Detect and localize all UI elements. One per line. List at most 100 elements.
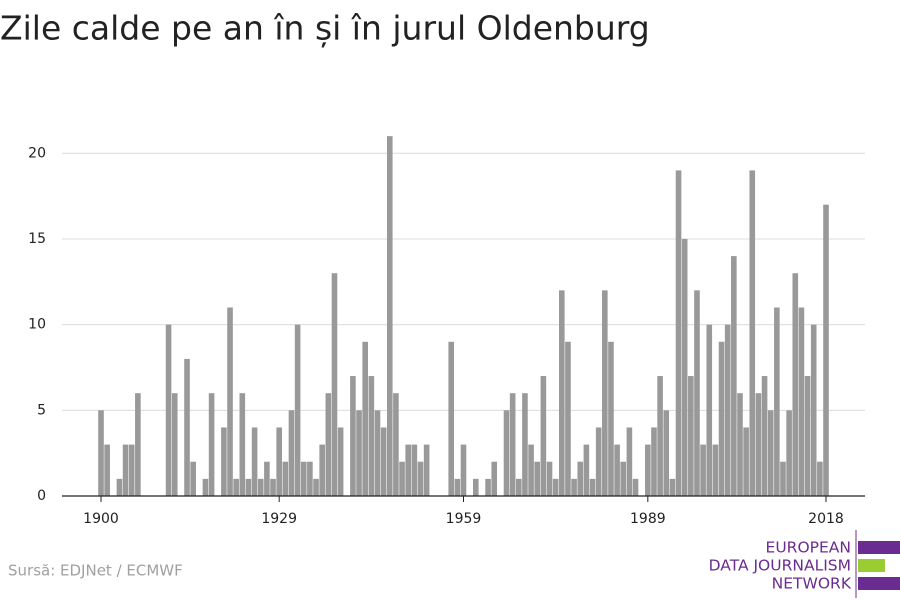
bar	[669, 478, 676, 496]
bar	[552, 478, 559, 496]
bar	[620, 461, 627, 496]
bar	[399, 461, 405, 496]
bar	[485, 478, 491, 496]
bar	[331, 273, 338, 496]
bar	[491, 461, 498, 496]
bar	[675, 170, 682, 496]
bar	[227, 307, 233, 496]
bar	[565, 341, 571, 496]
bar	[626, 427, 633, 496]
x-tick-label: 1989	[630, 511, 666, 527]
logo-text: EUROPEAN	[766, 539, 851, 557]
bar	[202, 478, 209, 496]
x-tick-label: 1900	[83, 511, 119, 527]
bar	[522, 393, 528, 496]
logo-text: DATA JOURNALISM	[709, 557, 851, 575]
bar	[571, 478, 577, 496]
bar	[528, 444, 534, 496]
logo-bar	[858, 577, 900, 590]
bar	[128, 444, 135, 496]
bar	[755, 393, 762, 496]
y-tick-label: 5	[37, 402, 46, 418]
bar	[460, 444, 467, 496]
bar	[608, 341, 614, 496]
bar	[583, 444, 590, 496]
bar	[282, 461, 289, 496]
bar	[184, 358, 190, 496]
bar	[245, 478, 252, 496]
bar	[602, 290, 608, 496]
bar	[122, 444, 129, 496]
bar	[190, 461, 196, 496]
bar	[337, 427, 344, 496]
bar	[540, 376, 547, 496]
x-tick-label: 1929	[261, 511, 297, 527]
bar	[276, 427, 282, 496]
bar	[780, 461, 786, 496]
bar	[749, 170, 756, 496]
bar	[300, 461, 307, 496]
bar	[792, 273, 799, 496]
bar	[368, 376, 375, 496]
logo-text: NETWORK	[772, 575, 852, 593]
bar	[350, 376, 356, 496]
bar	[417, 461, 424, 496]
bar	[694, 290, 700, 496]
bar	[515, 478, 522, 496]
source: Sursă: EDJNet / ECMWF	[8, 562, 183, 580]
bar	[798, 307, 805, 496]
bar	[737, 393, 743, 496]
bar	[454, 478, 461, 496]
bar	[712, 444, 719, 496]
bar	[233, 478, 239, 496]
bar	[810, 324, 817, 496]
bar	[472, 478, 479, 496]
bar	[380, 427, 387, 496]
x-tick-label: 1959	[446, 511, 482, 527]
bar	[786, 410, 792, 496]
bar	[503, 410, 510, 496]
logo-bar	[858, 559, 885, 572]
y-tick-label: 0	[37, 488, 46, 504]
bar	[251, 427, 258, 496]
bar	[98, 410, 104, 496]
bar	[761, 376, 768, 496]
bar	[614, 444, 620, 496]
bar	[221, 427, 227, 496]
chart-title: Zile calde pe an în și în jurul Oldenbur…	[0, 9, 650, 48]
bar	[681, 238, 688, 497]
bar	[171, 393, 178, 496]
logo: EUROPEAN DATA JOURNALISM NETWORK	[709, 530, 900, 598]
bar	[307, 461, 313, 496]
bar	[356, 410, 362, 496]
bar	[724, 324, 731, 496]
bar	[559, 290, 565, 496]
bar	[104, 444, 110, 496]
bar	[657, 376, 663, 496]
bar	[411, 444, 418, 496]
bar	[663, 410, 670, 496]
y-tick-label: 15	[28, 231, 46, 247]
bar	[393, 393, 399, 496]
bar	[257, 478, 264, 496]
bar	[448, 341, 455, 496]
bar	[509, 393, 516, 496]
bar	[325, 393, 332, 496]
bar	[386, 136, 393, 497]
bar	[264, 461, 270, 496]
bar	[423, 444, 430, 496]
y-tick-label: 10	[28, 317, 46, 333]
bar	[577, 461, 584, 496]
bar	[116, 478, 123, 496]
bar	[632, 478, 639, 496]
bar	[767, 410, 774, 496]
bar	[595, 427, 602, 496]
logo-bar	[858, 541, 900, 554]
y-tick-label: 20	[28, 145, 46, 161]
bar	[823, 204, 829, 496]
bar	[817, 461, 823, 496]
bar	[706, 324, 713, 496]
bar	[534, 461, 541, 496]
bar	[208, 393, 215, 496]
